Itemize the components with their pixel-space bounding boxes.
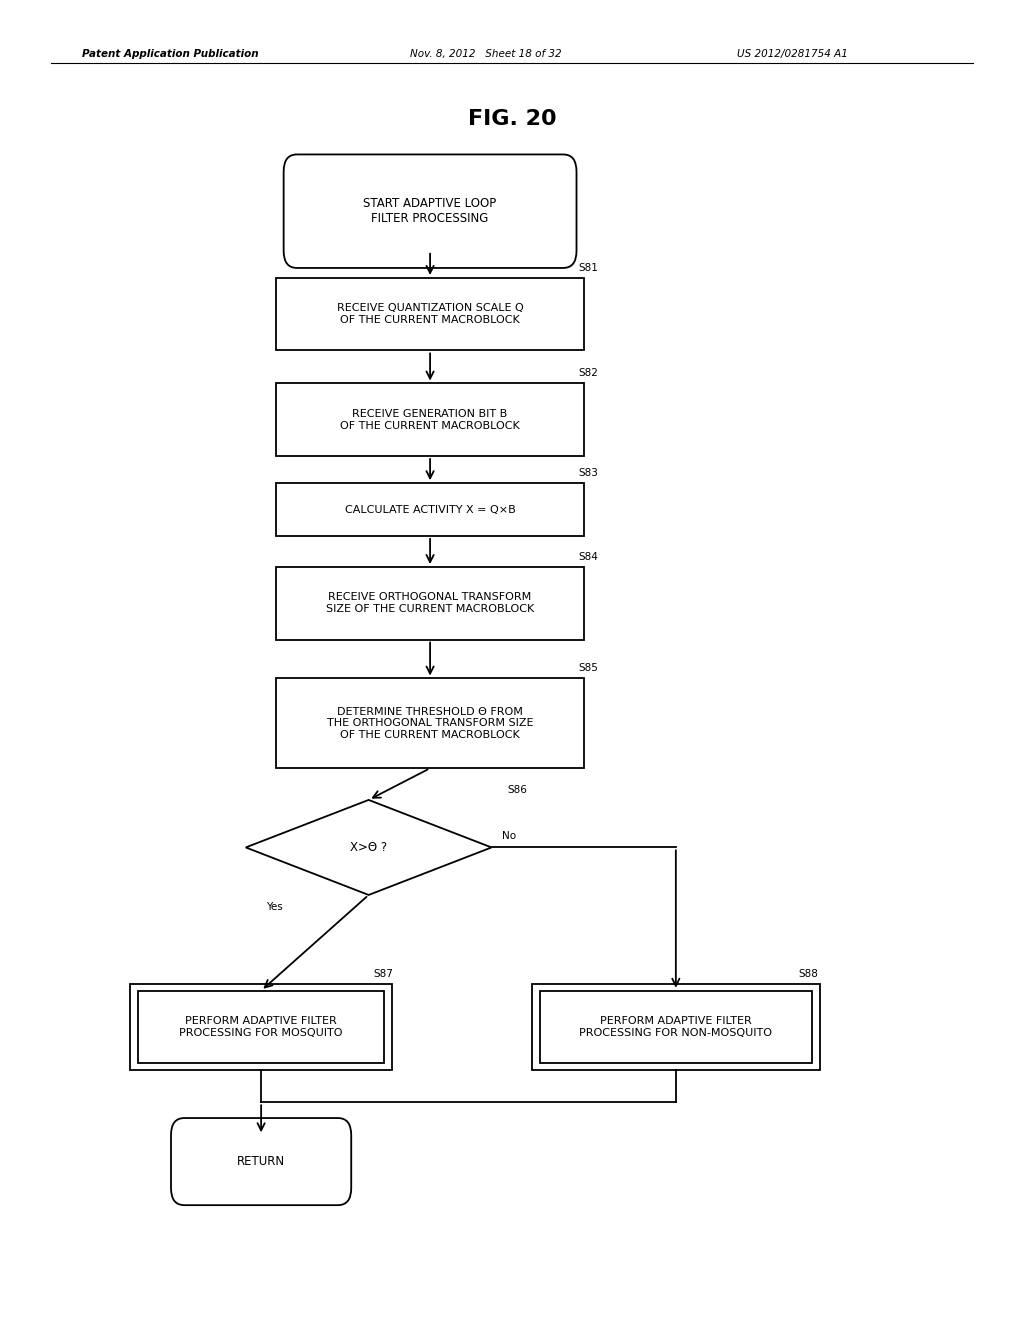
Text: S86: S86 <box>507 784 526 795</box>
Bar <box>276 383 584 455</box>
Bar <box>130 985 392 1069</box>
Text: S85: S85 <box>579 663 598 673</box>
Text: US 2012/0281754 A1: US 2012/0281754 A1 <box>737 49 848 59</box>
Text: S83: S83 <box>579 467 598 478</box>
Text: S88: S88 <box>799 969 818 979</box>
Text: PERFORM ADAPTIVE FILTER
PROCESSING FOR MOSQUITO: PERFORM ADAPTIVE FILTER PROCESSING FOR M… <box>179 1016 343 1038</box>
Bar <box>276 483 584 536</box>
Bar <box>532 985 820 1069</box>
Text: CALCULATE ACTIVITY X = Q×B: CALCULATE ACTIVITY X = Q×B <box>345 504 515 515</box>
Text: PERFORM ADAPTIVE FILTER
PROCESSING FOR NON-MOSQUITO: PERFORM ADAPTIVE FILTER PROCESSING FOR N… <box>580 1016 772 1038</box>
Text: No: No <box>502 830 516 841</box>
Bar <box>541 990 812 1064</box>
Text: Nov. 8, 2012   Sheet 18 of 32: Nov. 8, 2012 Sheet 18 of 32 <box>410 49 561 59</box>
FancyBboxPatch shape <box>284 154 577 268</box>
Text: FIG. 20: FIG. 20 <box>468 108 556 129</box>
Text: RETURN: RETURN <box>238 1155 285 1168</box>
Text: RECEIVE QUANTIZATION SCALE Q
OF THE CURRENT MACROBLOCK: RECEIVE QUANTIZATION SCALE Q OF THE CURR… <box>337 304 523 325</box>
Text: Yes: Yes <box>266 902 283 912</box>
Text: Patent Application Publication: Patent Application Publication <box>82 49 258 59</box>
Text: DETERMINE THRESHOLD Θ FROM
THE ORTHOGONAL TRANSFORM SIZE
OF THE CURRENT MACROBLO: DETERMINE THRESHOLD Θ FROM THE ORTHOGONA… <box>327 706 534 741</box>
Text: START ADAPTIVE LOOP
FILTER PROCESSING: START ADAPTIVE LOOP FILTER PROCESSING <box>364 197 497 226</box>
Bar <box>276 678 584 768</box>
Text: S81: S81 <box>579 263 598 272</box>
Text: RECEIVE ORTHOGONAL TRANSFORM
SIZE OF THE CURRENT MACROBLOCK: RECEIVE ORTHOGONAL TRANSFORM SIZE OF THE… <box>326 593 535 614</box>
Bar <box>276 568 584 639</box>
Text: S84: S84 <box>579 552 598 562</box>
Text: S87: S87 <box>374 969 393 979</box>
FancyBboxPatch shape <box>171 1118 351 1205</box>
Text: X>Θ ?: X>Θ ? <box>350 841 387 854</box>
Text: S82: S82 <box>579 368 598 378</box>
Bar <box>138 990 384 1064</box>
Polygon shape <box>246 800 492 895</box>
Bar <box>276 277 584 350</box>
Text: RECEIVE GENERATION BIT B
OF THE CURRENT MACROBLOCK: RECEIVE GENERATION BIT B OF THE CURRENT … <box>340 409 520 430</box>
